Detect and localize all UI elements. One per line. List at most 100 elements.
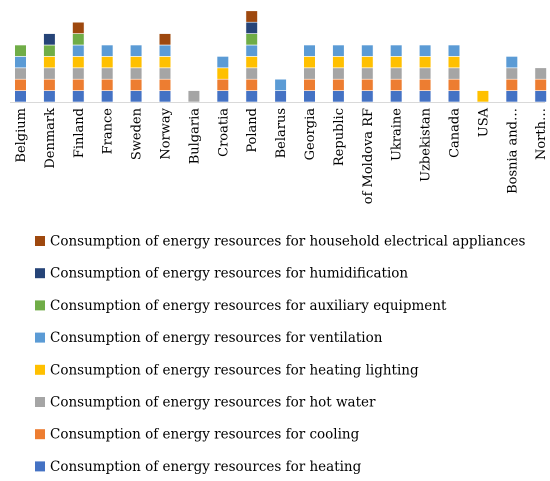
bar-segment-12-4 (361, 44, 374, 57)
bar-segment-2-3 (72, 56, 85, 69)
legend-swatch-7 (35, 236, 45, 246)
bar-segment-0-4 (14, 56, 27, 69)
x-tick-label: USA (476, 107, 491, 137)
bar-segment-10-4 (303, 44, 316, 57)
bar-segment-13-2 (390, 67, 403, 80)
bar-segment-13-4 (390, 44, 403, 57)
bar-segment-13-0 (390, 90, 403, 103)
bar-segment-4-3 (130, 56, 143, 69)
bar-segment-1-0 (43, 90, 56, 103)
bar-segment-5-2 (158, 67, 172, 80)
bar-segment-18-1 (534, 78, 547, 91)
x-tick-label: North… (534, 108, 549, 160)
bar-segment-12-2 (361, 67, 374, 80)
x-tick-label: Norway (159, 107, 174, 159)
x-tick-label: Uzbekistan (419, 107, 434, 182)
bar-segment-1-6 (43, 33, 56, 46)
bar-segment-0-2 (14, 67, 27, 80)
bar-segment-11-1 (332, 78, 345, 91)
legend-swatch-2 (35, 397, 45, 407)
legend-swatch-1 (35, 429, 45, 440)
x-tick-label: Finland (72, 108, 87, 158)
legend-swatch-0 (35, 461, 45, 472)
bar-segment-17-1 (505, 78, 518, 91)
legend: Consumption of energy resources for hous… (35, 234, 525, 475)
bar-segment-1-1 (43, 78, 56, 91)
x-tick-label: Croatia (216, 108, 231, 157)
x-tick-label: Belarus (274, 108, 289, 158)
bar-segment-2-0 (72, 90, 85, 103)
bar-segment-8-5 (245, 33, 258, 46)
legend-label-2: Consumption of energy resources for hot … (50, 395, 376, 411)
bar-segment-0-1 (14, 78, 27, 91)
bar-segment-5-1 (158, 78, 172, 91)
bar-segment-2-1 (72, 78, 85, 91)
bar-segment-0-5 (14, 44, 27, 57)
bar-segment-5-3 (158, 56, 172, 69)
legend-label-0: Consumption of energy resources for heat… (50, 459, 362, 475)
legend-swatch-4 (35, 332, 45, 343)
x-tick-label: Poland (245, 108, 260, 153)
x-tick-label: Denmark (43, 108, 58, 169)
legend-label-4: Consumption of energy resources for vent… (50, 330, 383, 346)
bar-segment-16-3 (476, 90, 490, 103)
bar-segment-15-1 (447, 78, 461, 91)
bar-segment-14-1 (418, 78, 432, 91)
bar-segment-14-4 (418, 44, 432, 57)
bar-segment-3-3 (101, 56, 114, 69)
bar-segment-12-3 (361, 56, 374, 69)
x-tick-label: Sweden (130, 107, 145, 160)
x-tick-label: of Moldova RF (361, 108, 376, 204)
bar-segment-6-2 (187, 90, 201, 103)
x-tick-label: Canada (448, 108, 463, 158)
bar-segment-12-0 (361, 90, 374, 103)
bar-segment-15-2 (447, 67, 461, 80)
bar-segment-4-4 (130, 44, 143, 57)
bar-segment-10-1 (303, 78, 316, 91)
bar-segment-17-4 (505, 56, 518, 69)
legend-swatch-3 (35, 364, 45, 375)
legend-swatch-5 (35, 300, 45, 311)
bar-segment-10-2 (303, 67, 316, 80)
bar-segment-11-2 (332, 67, 345, 80)
bar-segment-2-7 (72, 21, 85, 34)
bar-segment-9-0 (274, 90, 287, 103)
bar-segment-10-0 (303, 90, 316, 103)
bar-segment-1-3 (43, 56, 56, 69)
plot-area (10, 10, 547, 103)
bar-segment-7-4 (216, 56, 229, 69)
bar-segment-5-4 (158, 44, 172, 57)
legend-swatch-6 (35, 268, 45, 279)
bar-segment-2-2 (72, 67, 85, 80)
bar-segment-18-2 (534, 67, 547, 80)
bar-segment-12-1 (361, 78, 374, 91)
bar-segment-8-4 (245, 44, 258, 57)
legend-label-5: Consumption of energy resources for auxi… (50, 298, 447, 314)
bar-segment-5-7 (158, 33, 172, 46)
x-tick-label: Bulgaria (187, 108, 202, 165)
x-tick-label: Ukraine (390, 108, 405, 161)
bar-segment-2-5 (72, 33, 85, 46)
legend-label-7: Consumption of energy resources for hous… (50, 234, 525, 250)
bar-segment-15-4 (447, 44, 461, 57)
bar-segment-0-0 (14, 90, 27, 103)
bar-segment-4-2 (130, 67, 143, 80)
bar-segment-8-7 (245, 10, 258, 23)
bar-segment-17-2 (505, 67, 518, 80)
bar-segment-8-2 (245, 67, 258, 80)
bar-segment-2-4 (72, 44, 85, 57)
bar-segment-3-4 (101, 44, 114, 57)
bar-segment-7-1 (216, 78, 229, 91)
legend-label-3: Consumption of energy resources for heat… (50, 362, 419, 378)
bar-segment-3-2 (101, 67, 114, 80)
x-tick-label: France (101, 108, 116, 155)
bar-segment-10-3 (303, 56, 316, 69)
bar-segment-3-0 (101, 90, 114, 103)
bar-segment-8-3 (245, 56, 258, 69)
bar-segment-13-3 (390, 56, 403, 69)
bar-segment-18-0 (534, 90, 547, 103)
x-tick-label: Bosnia and… (505, 108, 520, 194)
bar-segment-8-6 (245, 21, 258, 34)
bar-segment-14-0 (418, 90, 432, 103)
